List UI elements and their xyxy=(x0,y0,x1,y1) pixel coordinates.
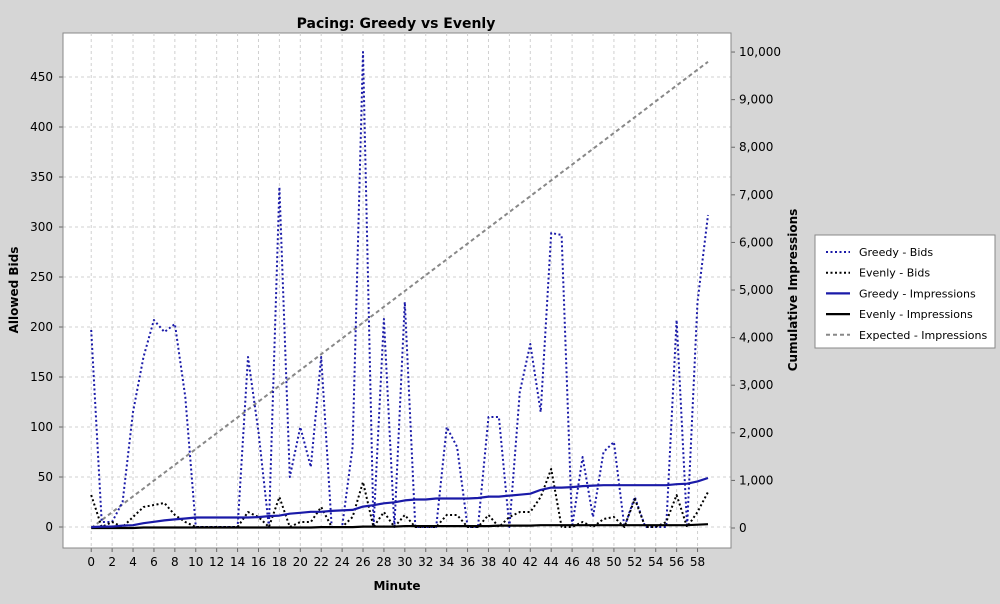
legend-label-greedy-impressions: Greedy - Impressions xyxy=(859,287,976,300)
x-tick-label: 6 xyxy=(150,555,158,569)
right-y-tick-label: 9,000 xyxy=(739,93,773,107)
chart-title: Pacing: Greedy vs Evenly xyxy=(297,16,496,32)
left-y-tick-label: 350 xyxy=(30,170,53,184)
left-y-tick-label: 50 xyxy=(38,470,53,484)
left-y-axis-title: Allowed Bids xyxy=(7,247,21,334)
x-tick-label: 40 xyxy=(502,555,517,569)
x-tick-label: 54 xyxy=(648,555,663,569)
x-tick-label: 50 xyxy=(606,555,621,569)
x-tick-label: 8 xyxy=(171,555,179,569)
x-tick-label: 28 xyxy=(376,555,391,569)
right-y-tick-label: 3,000 xyxy=(739,378,773,392)
left-y-tick-label: 200 xyxy=(30,320,53,334)
left-y-tick-label: 250 xyxy=(30,270,53,284)
legend-label-greedy-bids: Greedy - Bids xyxy=(859,246,933,259)
x-tick-label: 24 xyxy=(334,555,349,569)
plot-area xyxy=(62,32,732,549)
left-y-tick-label: 0 xyxy=(45,520,53,534)
right-y-tick-label: 7,000 xyxy=(739,188,773,202)
x-tick-label: 14 xyxy=(230,555,245,569)
legend-label-evenly-bids: Evenly - Bids xyxy=(859,267,930,280)
left-y-tick-label: 100 xyxy=(30,420,53,434)
x-tick-label: 0 xyxy=(87,555,95,569)
x-tick-label: 58 xyxy=(690,555,705,569)
right-y-tick-label: 2,000 xyxy=(739,426,773,440)
series-line-greedy-impressions xyxy=(91,476,709,529)
series-layer xyxy=(90,51,709,530)
legend-box xyxy=(814,234,996,349)
right-y-tick-label: 10,000 xyxy=(739,45,781,59)
x-tick-label: 16 xyxy=(251,555,266,569)
x-tick-label: 32 xyxy=(418,555,433,569)
x-tick-label: 56 xyxy=(669,555,684,569)
legend-label-evenly-impressions: Evenly - Impressions xyxy=(859,308,973,321)
axes: 0 2 4 6 8 10 12 14 16 18 20 22 24 26 28 30 32 34 36 38 40 42 4… xyxy=(30,33,781,569)
x-tick-label: 48 xyxy=(585,555,600,569)
x-tick-label: 30 xyxy=(397,555,412,569)
x-tick-label: 36 xyxy=(460,555,475,569)
x-tick-label: 2 xyxy=(108,555,116,569)
right-y-axis-title: Cumulative Impressions xyxy=(786,209,800,372)
left-y-tick-label: 300 xyxy=(30,220,53,234)
x-tick-label: 22 xyxy=(314,555,329,569)
left-y-tick-label: 150 xyxy=(30,370,53,384)
right-y-tick-label: 5,000 xyxy=(739,283,773,297)
grid-lines xyxy=(63,33,731,548)
x-tick-label: 52 xyxy=(627,555,642,569)
x-tick-label: 18 xyxy=(272,555,287,569)
x-tick-label: 42 xyxy=(523,555,538,569)
series-line-expected-impressions xyxy=(90,61,709,529)
x-tick-label: 26 xyxy=(355,555,370,569)
x-tick-label: 12 xyxy=(209,555,224,569)
series-line-greedy-bids xyxy=(90,51,709,528)
x-tick-label: 10 xyxy=(188,555,203,569)
right-y-tick-label: 0 xyxy=(739,521,747,535)
series-line-evenly-bids xyxy=(90,468,709,528)
right-y-tick-label: 1,000 xyxy=(739,473,773,487)
left-y-tick-label: 400 xyxy=(30,120,53,134)
left-y-tick-label: 450 xyxy=(30,70,53,84)
x-axis-title: Minute xyxy=(373,579,420,593)
right-y-tick-label: 6,000 xyxy=(739,235,773,249)
x-tick-label: 34 xyxy=(439,555,454,569)
x-tick-label: 46 xyxy=(564,555,579,569)
x-tick-label: 44 xyxy=(544,555,559,569)
legend-label-expected-impressions: Expected - Impressions xyxy=(859,329,987,342)
series-line-evenly-impressions xyxy=(91,523,709,530)
x-tick-label: 4 xyxy=(129,555,137,569)
legend: Greedy - Bids Evenly - Bids Greedy - Impre… xyxy=(814,234,996,349)
right-y-tick-label: 8,000 xyxy=(739,140,773,154)
right-y-tick-label: 4,000 xyxy=(739,331,773,345)
x-tick-label: 20 xyxy=(293,555,308,569)
x-tick-label: 38 xyxy=(481,555,496,569)
